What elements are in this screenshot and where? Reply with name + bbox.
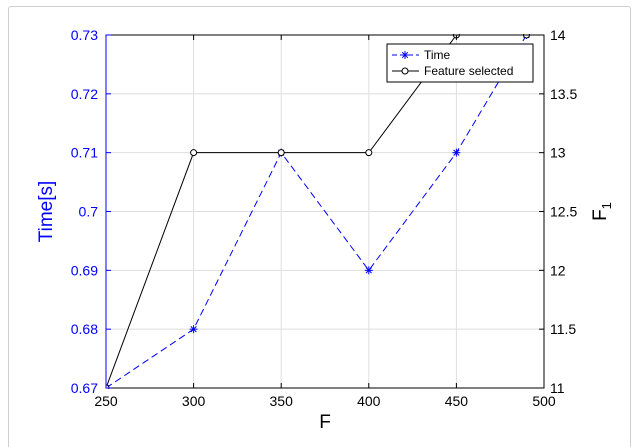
x-tick-label: 350 — [270, 393, 294, 409]
tick-layer: 250 300 350 400 450 500 0.67 0.68 0.69 0.7 0.71 0.7… — [71, 27, 578, 409]
y-left-tick-label: 0.68 — [71, 321, 98, 337]
x-tick-label: 400 — [357, 393, 381, 409]
y-right-tick-label: 13 — [550, 145, 566, 161]
legend-marker-sample — [401, 67, 409, 75]
y-axis-right-label-base: F — [590, 209, 611, 221]
time-series-line — [106, 34, 527, 389]
legend-entry-label: Time — [424, 48, 451, 62]
x-tick-label: 250 — [94, 393, 118, 409]
y-left-tick-label: 0.69 — [71, 262, 98, 278]
feature-selected-data-point — [277, 149, 285, 157]
label-layer: F Time[s] F1 — [36, 181, 614, 433]
feature-selected-data-point — [190, 149, 198, 157]
x-tick-label: 500 — [532, 393, 556, 409]
y-left-tick-label: 0.71 — [71, 145, 98, 161]
time-data-point — [452, 148, 461, 157]
y-right-tick-label: 14 — [550, 27, 566, 43]
legend-entry-label: Feature selected — [424, 64, 513, 78]
y-axis-right-label-subscript: 1 — [599, 202, 614, 209]
y-left-tick-label: 0.72 — [71, 86, 98, 102]
time-data-point — [364, 266, 373, 275]
feature-selected-data-point — [365, 149, 373, 157]
legend: Time Feature selected — [386, 43, 534, 83]
y-axis-right-label: F1 — [590, 202, 614, 221]
y-right-tick-label: 11 — [550, 380, 565, 396]
y-right-tick-label: 13.5 — [550, 86, 577, 102]
time-data-point — [189, 325, 198, 334]
y-axis-left-label: Time[s] — [36, 181, 57, 243]
legend-box — [386, 43, 534, 83]
y-right-tick-label: 12 — [550, 262, 566, 278]
y-right-tick-label: 12.5 — [550, 204, 577, 220]
y-left-tick-label: 0.73 — [71, 27, 98, 43]
y-left-tick-label: 0.7 — [79, 204, 99, 220]
figure-frame — [8, 6, 631, 447]
legend-marker-sample — [401, 51, 409, 59]
y-left-tick-label: 0.67 — [71, 380, 98, 396]
x-tick-label: 300 — [182, 393, 206, 409]
y-right-tick-label: 11.5 — [550, 321, 576, 337]
x-tick-label: 450 — [445, 393, 469, 409]
x-axis-label: F — [319, 412, 331, 433]
